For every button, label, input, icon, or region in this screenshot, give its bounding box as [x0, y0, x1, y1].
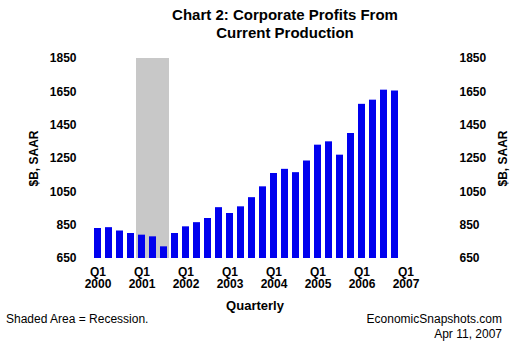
svg-text:1250: 1250	[50, 151, 77, 165]
svg-text:Q12005: Q12005	[305, 265, 332, 291]
svg-text:Q12004: Q12004	[261, 265, 288, 291]
svg-text:Q12006: Q12006	[349, 265, 376, 291]
svg-text:Q12003: Q12003	[217, 265, 244, 291]
svg-text:1850: 1850	[460, 51, 487, 65]
svg-text:1050: 1050	[50, 185, 77, 199]
svg-text:1650: 1650	[460, 85, 487, 99]
html-text:Shaded Area = Recession.: Shaded Area = Recession.	[6, 312, 149, 326]
svg-text:850: 850	[56, 218, 76, 232]
svg-text:1450: 1450	[50, 118, 77, 132]
svg-text:Q12002: Q12002	[173, 265, 200, 291]
svg-text:Q12000: Q12000	[85, 265, 112, 291]
svg-text:Q12001: Q12001	[129, 265, 156, 291]
svg-text:1050: 1050	[460, 185, 487, 199]
svg-text:$B, SAAR: $B, SAAR	[27, 130, 41, 186]
svg-text:Q12007: Q12007	[393, 265, 420, 291]
svg-text:$B, SAAR: $B, SAAR	[496, 130, 510, 186]
html-text:Chart 2: Corporate Profits Fro: Chart 2: Corporate Profits From Current …	[172, 6, 398, 41]
html-text:EconomicSnapshots.com: EconomicSnapshots.com	[366, 312, 502, 326]
svg-text:850: 850	[460, 218, 480, 232]
svg-text:1450: 1450	[460, 118, 487, 132]
svg-text:1650: 1650	[50, 85, 77, 99]
html-text:Apr 11, 2007: Apr 11, 2007	[434, 327, 502, 341]
svg-text:1250: 1250	[460, 151, 487, 165]
svg-text:1850: 1850	[50, 51, 77, 65]
svg-text:650: 650	[56, 251, 76, 265]
html-text:Quarterly: Quarterly	[226, 298, 284, 313]
svg-text:650: 650	[460, 251, 480, 265]
